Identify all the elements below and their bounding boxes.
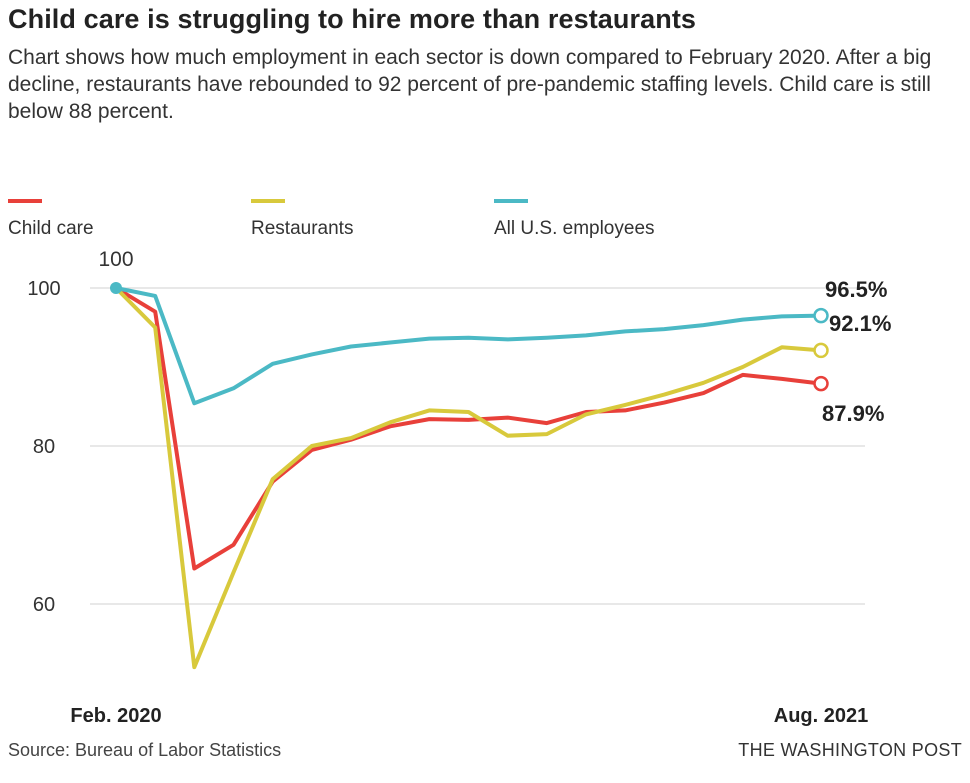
series-line-2: [114, 286, 823, 406]
line-chart: 100 80 60 Child care Restaurants All U.S. emp…: [8, 199, 891, 727]
legend-label-1: Restaurants: [251, 218, 353, 239]
end-marker-0: [813, 375, 829, 392]
y-tick-label-60: 60: [33, 594, 55, 616]
x-tick-label-end: Aug. 2021: [774, 705, 868, 727]
chart-title: Child care is struggling to hire more th…: [8, 4, 697, 34]
series-line-1: [114, 286, 823, 670]
chart-subtitle: Chart shows how much employment in each …: [8, 46, 932, 123]
y-tick-label-80: 80: [33, 436, 55, 458]
start-marker: [110, 282, 122, 294]
end-marker-2: [813, 307, 829, 324]
source-note: Source: Bureau of Labor Statistics: [8, 740, 282, 760]
series-line-0: [114, 286, 823, 571]
legend-label-0: Child care: [8, 218, 94, 239]
legend-label-2: All U.S. employees: [494, 218, 655, 239]
y-tick-label-100: 100: [27, 278, 60, 300]
end-value-label-0: 96.5%: [825, 277, 887, 302]
start-value-label: 100: [98, 248, 133, 271]
x-tick-label-start: Feb. 2020: [70, 705, 161, 727]
end-marker-1: [813, 342, 829, 359]
publisher-credit: THE WASHINGTON POST: [738, 740, 962, 760]
end-value-label-1: 92.1%: [829, 311, 891, 336]
end-value-label-2: 87.9%: [822, 401, 884, 426]
